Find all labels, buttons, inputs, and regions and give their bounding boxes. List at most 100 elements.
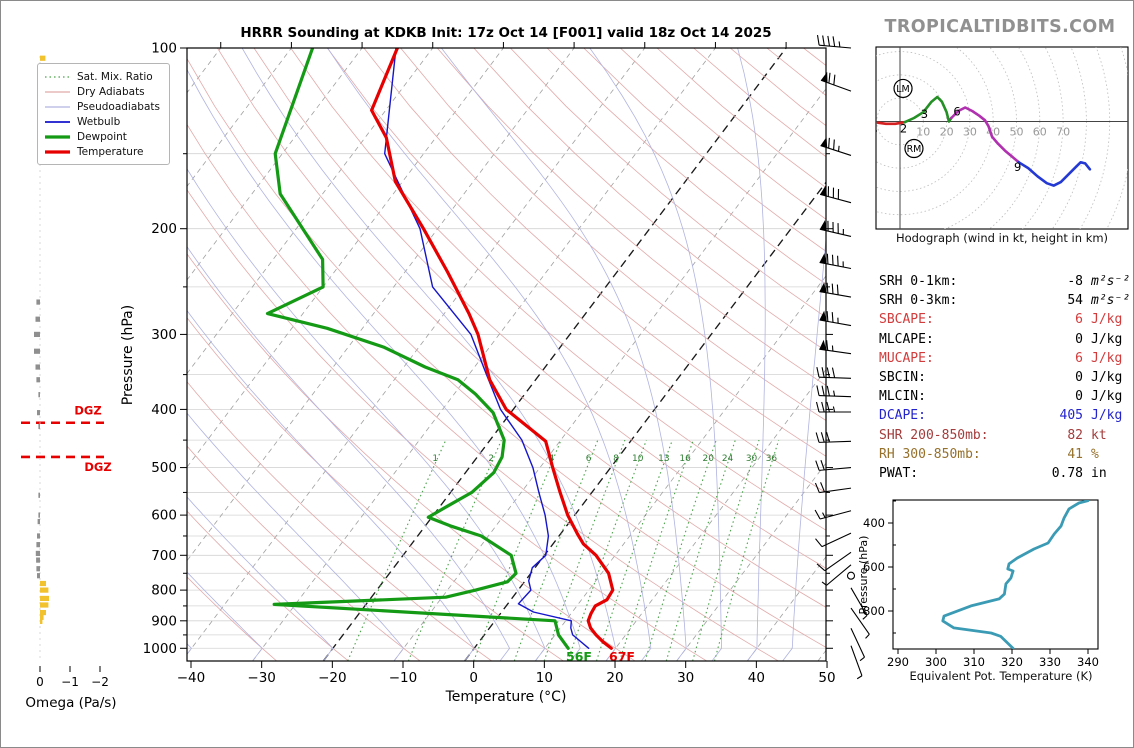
mixing-ratio-label: 16 [679, 454, 691, 464]
wind-barb [815, 401, 851, 413]
stat-value: -8 [1067, 274, 1083, 290]
omega-bar [40, 618, 43, 624]
thetae-caption: Equivalent Pot. Temperature (K) [909, 669, 1093, 683]
wind-barb [816, 34, 852, 49]
temperature-curve [370, 48, 615, 650]
stat-label: SBCAPE: [879, 312, 934, 328]
stat-row: DCAPE: 405 J/kg [879, 406, 1131, 425]
legend-label: Dewpoint [77, 130, 127, 143]
legend-label: Temperature [77, 145, 144, 158]
surface-label-67F: 67F [609, 649, 635, 664]
mixing-ratio-label: 20 [703, 454, 715, 464]
legend-item: Temperature [45, 144, 160, 159]
mixing-ratio-label: 8 [613, 454, 619, 464]
stat-unit: kt [1091, 427, 1107, 443]
omega-bar [37, 518, 40, 525]
hodograph-ring-label: 20 [940, 126, 954, 139]
stat-row: RH 300-850mb: 41% [879, 445, 1131, 464]
omega-bar [36, 377, 40, 383]
wind-barb [816, 551, 852, 572]
omega-bar [40, 587, 49, 593]
wind-barb [816, 385, 852, 398]
storm-motion-label: LM [896, 84, 910, 95]
hodograph-ring-label: 60 [1033, 126, 1047, 139]
wind-barb [815, 532, 852, 548]
legend-line-sample [45, 149, 70, 154]
stat-value: 82 [1067, 427, 1083, 443]
legend-item: Dewpoint [45, 129, 160, 144]
wind-barb [850, 607, 870, 639]
omega-bar [36, 299, 40, 305]
stat-value: 0.78 [1051, 465, 1083, 481]
chart-title: HRRR Sounding at KDKB Init: 17z Oct 14 [… [240, 25, 772, 41]
wind-barb [816, 366, 852, 379]
hodograph-ring-label: 50 [1010, 126, 1024, 139]
hodograph-ring-label: 70 [1056, 126, 1070, 139]
pressure-tick-label: 100 [151, 41, 177, 57]
thetae-xtick-label: 290 [887, 655, 909, 669]
stat-row: SRH 0-1km: -8 m²s⁻² [879, 272, 1131, 291]
thetae-curve [941, 500, 1090, 649]
legend-label: Sat. Mix. Ratio [77, 70, 153, 83]
omega-bar [40, 595, 49, 602]
mixing-ratio-label: 36 [766, 454, 778, 464]
skewt-xaxis-title: Temperature (°C) [445, 689, 567, 705]
wind-barb [850, 628, 866, 662]
omega-bar [36, 566, 40, 572]
omega-bar [40, 580, 46, 587]
temperature-tick-label: 20 [606, 670, 623, 686]
legend-label: Dry Adiabats [77, 85, 145, 98]
pressure-gridlines [187, 153, 826, 649]
dewpoint-curve [265, 48, 570, 650]
thetae-ytick-label: 800 [863, 604, 885, 618]
stat-unit: J/kg [1091, 312, 1123, 328]
stat-label: SRH 0-1km: [879, 274, 958, 290]
omega-bar [38, 512, 40, 518]
thetae-xtick-label: 310 [963, 655, 985, 669]
stat-unit: J/kg [1091, 350, 1123, 366]
pressure-tick-label: 700 [151, 548, 177, 564]
legend-label: Wetbulb [77, 115, 121, 128]
stat-unit: J/kg [1091, 408, 1123, 424]
dgz-label: DGZ [84, 460, 111, 474]
stat-label: DCAPE: [879, 408, 926, 424]
stat-row: SHR 200-850mb: 82 kt [879, 426, 1131, 445]
mixing-ratio-label: 30 [746, 454, 758, 464]
omega-bar [34, 348, 40, 354]
wind-barb [850, 587, 868, 620]
wind-barb [819, 185, 852, 204]
omega-tick-label: −1 [61, 675, 79, 689]
stat-label: SHR 200-850mb: [879, 427, 989, 443]
stat-label: MLCIN: [879, 389, 926, 405]
pressure-tick-label: 200 [151, 221, 177, 237]
surface-label-56F: 56F [566, 649, 592, 664]
temperature-tick-label: 30 [677, 670, 694, 686]
hodograph-trace [1017, 161, 1092, 187]
omega-bar [37, 573, 40, 579]
storm-motion-label: RM [907, 144, 922, 155]
skewt-legend: Sat. Mix. Ratio Dry Adiabats Pseudoadiabat… [37, 63, 170, 165]
hodograph-height-label: 6 [953, 105, 960, 119]
watermark: TROPICALTIDBITS.COM [884, 17, 1116, 37]
omega-bar [38, 423, 40, 430]
mixing-ratio-label: 24 [722, 454, 734, 464]
stat-label: SBCIN: [879, 370, 926, 386]
temperature-tick-label: 10 [536, 670, 553, 686]
wind-barb-calm [846, 571, 856, 580]
omega-tick-label: −2 [91, 675, 109, 689]
wind-barb [819, 310, 852, 327]
legend-item: Dry Adiabats [45, 84, 160, 99]
skewt-background: 1 2 4 6 8 10 13 16 20 24 30 36 [187, 48, 826, 661]
pseudoadiabats [187, 48, 826, 661]
profiles [265, 48, 615, 650]
thetae-xtick-label: 340 [1077, 655, 1099, 669]
wind-barb [814, 482, 852, 494]
stat-value: 0 [1075, 389, 1083, 405]
legend-item: Sat. Mix. Ratio [45, 69, 160, 84]
omega-bar [40, 55, 46, 61]
legend-item: Wetbulb [45, 114, 160, 129]
stat-value: 0 [1075, 331, 1083, 347]
pressure-tick-label: 500 [151, 460, 177, 476]
